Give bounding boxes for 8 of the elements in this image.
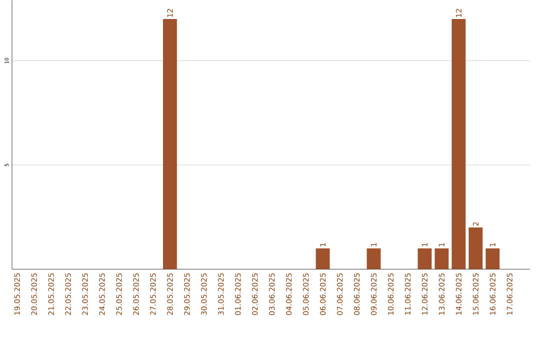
- bar: [434, 248, 449, 270]
- bar: [486, 248, 500, 270]
- bar: [366, 248, 381, 270]
- bar: [418, 248, 432, 270]
- bar: [468, 227, 483, 270]
- bar: [316, 248, 330, 270]
- bar: [162, 18, 177, 270]
- bar: [452, 18, 466, 270]
